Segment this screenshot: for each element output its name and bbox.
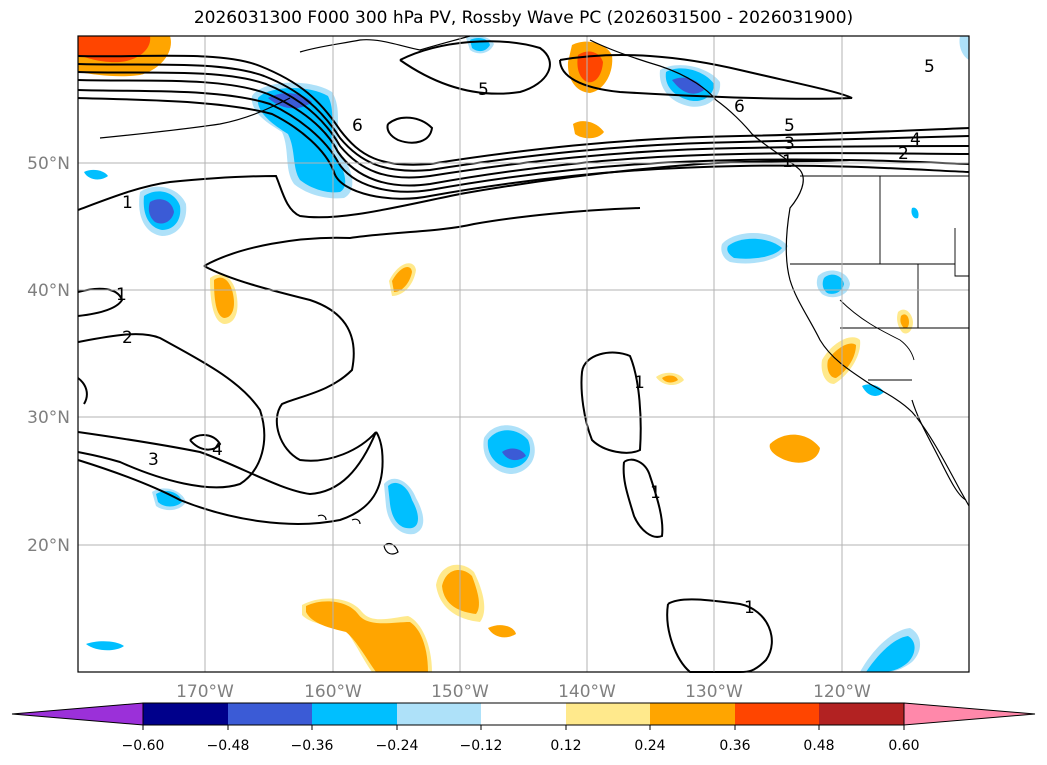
contour-label: 1	[782, 152, 793, 172]
colorbar-segment	[735, 703, 819, 725]
lat-label: 40°N	[27, 281, 70, 301]
colorbar-segment	[650, 703, 735, 725]
contour-label: 3	[784, 134, 795, 154]
colorbar-tick-label: −0.36	[291, 738, 334, 754]
colorbar-low-extend	[11, 702, 144, 726]
colorbar-tick-label: 0.60	[888, 738, 919, 754]
lat-label: 20°N	[27, 536, 70, 556]
colorbar-high-extend	[903, 702, 1036, 726]
lon-label: 150°W	[431, 682, 489, 702]
colorbar-segment	[397, 703, 481, 725]
colorbar-tick-label: −0.48	[207, 738, 250, 754]
contour-label: 2	[122, 328, 133, 348]
colorbar-tick-label: 0.24	[634, 738, 665, 754]
colorbar-segment	[481, 703, 566, 725]
colorbar-tick-label: 0.48	[803, 738, 834, 754]
lat-label: 30°N	[27, 408, 70, 428]
contour-label: 1	[650, 483, 661, 503]
colorbar-tick-label: 0.12	[550, 738, 581, 754]
graticule	[78, 36, 969, 672]
contour-label: 6	[734, 97, 745, 117]
lon-label: 160°W	[304, 682, 362, 702]
contour-label: 1	[116, 285, 127, 305]
colorbar-segment	[566, 703, 650, 725]
map-title: 2026031300 F000 300 hPa PV, Rossby Wave …	[193, 8, 854, 28]
contour-label: 5	[478, 80, 489, 100]
lon-label: 130°W	[685, 682, 743, 702]
colorbar-segment	[228, 703, 312, 725]
colorbar-segment	[312, 703, 397, 725]
contour-label: 1	[634, 373, 645, 393]
contour-label: 1	[744, 598, 755, 618]
colorbar-tick-label: 0.36	[719, 738, 750, 754]
colorbar-tick-label: −0.60	[122, 738, 165, 754]
borders	[790, 175, 969, 381]
colorbar-segment	[819, 703, 904, 725]
contour-label: 6	[352, 116, 363, 136]
lon-label: 140°W	[558, 682, 616, 702]
contour-label: 2	[898, 144, 909, 164]
contour-label: 4	[212, 440, 223, 460]
contour-label: 1	[122, 193, 133, 213]
colorbar-segment	[143, 703, 228, 725]
pv-contour-lines	[77, 40, 970, 673]
map-panel: 5 6 5 3 4 2 1 1 2 3 1 1 1 6 1 5 4	[77, 35, 970, 673]
colorbar-tick-label: −0.12	[460, 738, 503, 754]
contour-label: 4	[910, 130, 921, 150]
contour-label: 5	[924, 57, 935, 77]
positive-anomaly-shading	[78, 36, 913, 672]
colorbar: −0.60 −0.48 −0.36 −0.24 −0.12 0.12 0.24 …	[11, 702, 1036, 754]
lat-label: 50°N	[27, 154, 70, 174]
contour-label: 5	[784, 116, 795, 136]
lon-label: 170°W	[176, 682, 234, 702]
lon-label: 120°W	[813, 682, 871, 702]
colorbar-tick-label: −0.24	[376, 738, 419, 754]
contour-label: 3	[148, 450, 159, 470]
